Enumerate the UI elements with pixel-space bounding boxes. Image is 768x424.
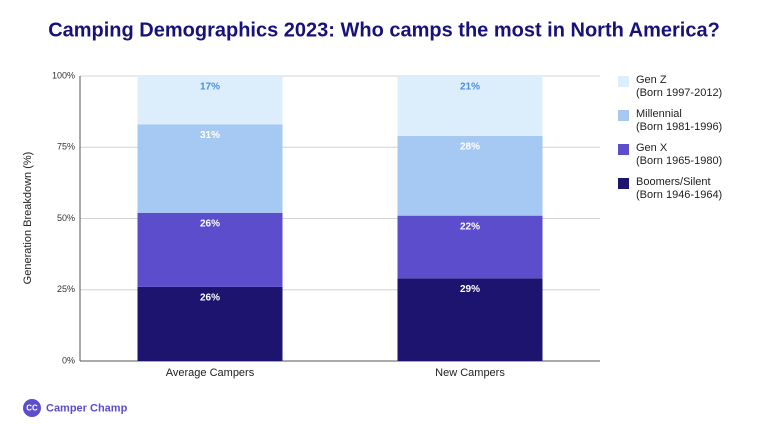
data-label: 26%: [200, 293, 220, 304]
y-tick-label: 0%: [62, 355, 75, 365]
chart-title: Camping Demographics 2023: Who camps the…: [48, 19, 720, 41]
data-label: 31%: [200, 130, 220, 141]
x-tick-label: New Campers: [435, 367, 505, 379]
y-tick-label: 75%: [57, 142, 75, 152]
bar-segment: [137, 212, 283, 287]
data-label: 21%: [460, 82, 480, 93]
legend-label: Gen X: [636, 142, 668, 154]
bar-segment: [137, 76, 283, 125]
legend-swatch: [618, 144, 629, 155]
logo-icon: [23, 399, 41, 417]
legend-sublabel: (Born 1965-1980): [636, 155, 722, 167]
legend-swatch: [618, 178, 629, 189]
legend-label: Millennial: [636, 108, 682, 120]
data-label: 28%: [460, 141, 480, 152]
logo-name: Camper Champ: [46, 402, 128, 414]
data-label: 22%: [460, 221, 480, 232]
legend-label: Gen Z: [636, 74, 667, 86]
bar-segment: [397, 135, 543, 216]
legend-swatch: [618, 76, 629, 87]
legend-sublabel: (Born 1981-1996): [636, 121, 722, 133]
y-tick-label: 50%: [57, 213, 75, 223]
y-tick-label: 25%: [57, 284, 75, 294]
legend-sublabel: (Born 1997-2012): [636, 87, 722, 99]
x-tick-label: Average Campers: [166, 367, 255, 379]
data-label: 29%: [460, 284, 480, 295]
legend-sublabel: (Born 1946-1964): [636, 189, 722, 201]
bar-segment: [397, 215, 543, 279]
data-label: 17%: [200, 82, 220, 93]
legend-swatch: [618, 110, 629, 121]
bar-segment: [137, 124, 283, 213]
legend-label: Boomers/Silent: [636, 176, 711, 188]
logo-icon-text: CC: [26, 404, 38, 413]
bar-segment: [137, 286, 283, 361]
data-label: 26%: [200, 218, 220, 229]
y-axis-label: Generation Breakdown (%): [22, 152, 34, 285]
bar-segment: [397, 278, 543, 361]
y-tick-label: 100%: [52, 70, 75, 80]
bar-segment: [397, 76, 543, 136]
